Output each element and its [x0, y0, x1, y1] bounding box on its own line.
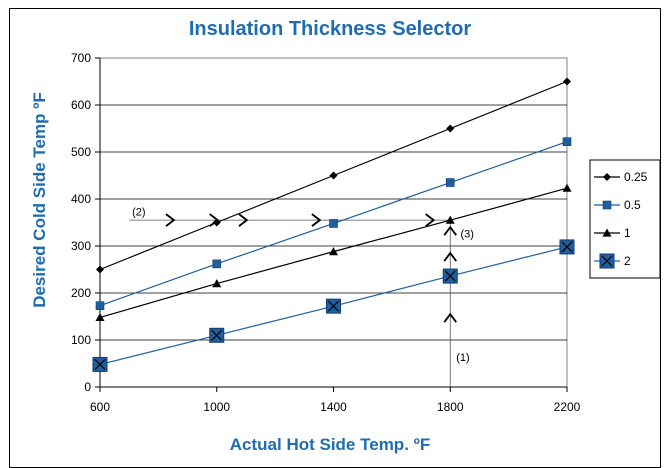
arrow — [443, 312, 457, 323]
data-point — [446, 124, 455, 133]
y-tick-label: 700 — [71, 51, 91, 65]
data-point-cross — [601, 255, 613, 267]
data-point-cross — [561, 241, 573, 253]
arrow — [238, 213, 249, 227]
chart: Insulation Thickness Selector Actual Hot… — [30, 18, 661, 454]
data-point — [96, 265, 104, 274]
arrow — [209, 213, 220, 227]
legend-label: 2 — [624, 254, 631, 268]
legend-label: 1 — [624, 226, 631, 240]
arrow — [425, 213, 436, 227]
data-point — [603, 173, 611, 181]
annotation-label: (2) — [132, 206, 145, 218]
y-tick-label: 600 — [71, 98, 91, 112]
data-point — [329, 247, 338, 256]
x-axis-title: Actual Hot Side Temp. ºF — [230, 435, 430, 454]
x-tick-label: 1000 — [203, 400, 230, 414]
annotation-label: (1) — [456, 352, 469, 364]
data-point — [212, 279, 222, 288]
data-point-cross — [328, 300, 339, 312]
data-point — [95, 301, 105, 310]
data-point — [329, 219, 338, 228]
data-point-cross — [444, 270, 456, 282]
x-tick-label: 1800 — [437, 400, 464, 414]
data-point — [563, 77, 571, 86]
y-tick-label: 300 — [71, 239, 91, 253]
y-tick-label: 400 — [71, 192, 91, 206]
y-tick-label: 0 — [84, 380, 91, 394]
data-point — [562, 137, 572, 146]
annotation-label: (3) — [460, 229, 473, 241]
data-point — [445, 178, 455, 187]
legend-label: 0.25 — [624, 170, 648, 184]
data-point — [602, 200, 612, 210]
data-point-cross — [211, 329, 223, 341]
data-point — [445, 215, 455, 224]
data-point — [329, 171, 338, 180]
data-point — [602, 228, 612, 237]
y-tick-label: 500 — [71, 145, 91, 159]
arrow — [443, 225, 457, 236]
y-axis-title: Desired Cold Side Temp ºF — [30, 92, 49, 308]
arrow — [165, 213, 176, 227]
legend-label: 0.5 — [624, 198, 641, 212]
x-tick-label: 600 — [90, 400, 110, 414]
data-point — [95, 312, 105, 322]
x-tick-label: 2200 — [554, 400, 581, 414]
arrow — [311, 213, 322, 227]
data-point-cross — [94, 359, 106, 370]
arrow — [443, 251, 457, 262]
chart-title: Insulation Thickness Selector — [189, 18, 472, 40]
data-point — [212, 259, 222, 269]
chart-frame — [9, 8, 661, 468]
data-point — [562, 183, 572, 192]
y-tick-label: 200 — [71, 286, 91, 300]
x-tick-label: 1400 — [320, 400, 347, 414]
y-tick-label: 100 — [71, 333, 91, 347]
